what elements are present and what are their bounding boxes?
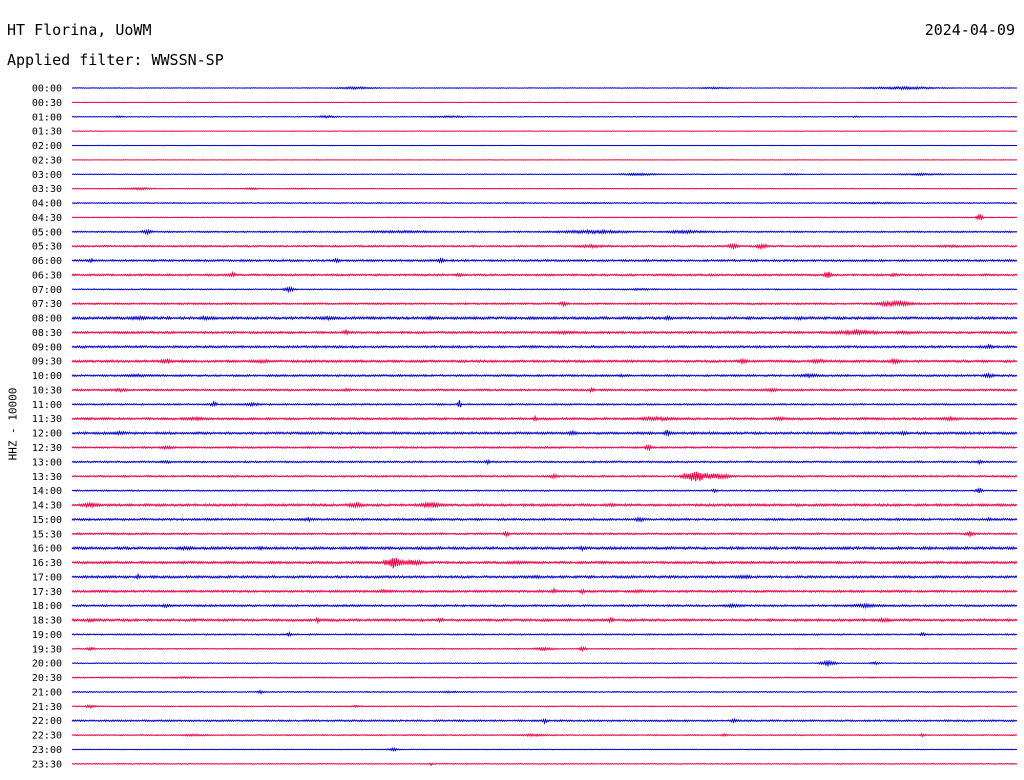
time-tick-label: 15:00 [32, 515, 62, 526]
time-tick-label: 18:00 [32, 601, 62, 612]
time-tick-label: 01:30 [32, 127, 62, 138]
date-label: 2024-04-09 [924, 21, 1015, 39]
time-tick-label: 19:30 [32, 644, 62, 655]
trace-line-1800 [71, 602, 1018, 610]
trace-line-1300 [71, 458, 1018, 466]
trace-line-2300 [71, 746, 1018, 753]
trace-line-1330 [71, 471, 1018, 482]
time-tick-label: 01:00 [32, 112, 62, 123]
time-tick-label: 11:30 [32, 414, 62, 425]
time-tick-label: 23:30 [32, 759, 62, 770]
trace-line-0300 [71, 172, 1018, 177]
trace-line-0900 [71, 343, 1018, 350]
trace-line-0430 [71, 213, 1018, 221]
time-tick-label: 03:00 [32, 170, 62, 181]
time-tick-label: 11:00 [32, 400, 62, 411]
trace-line-2200 [71, 717, 1018, 725]
time-tick-label: 17:00 [32, 572, 62, 583]
trace-line-0600 [71, 257, 1018, 264]
time-tick-label: 15:30 [32, 529, 62, 540]
time-tick-label: 08:00 [32, 314, 62, 325]
time-tick-label: 22:30 [32, 731, 62, 742]
time-tick-label: 18:30 [32, 616, 62, 627]
time-tick-label: 22:00 [32, 716, 62, 727]
trace-line-0100 [71, 114, 1018, 119]
trace-line-2130 [71, 704, 1018, 710]
time-tick-label: 10:30 [32, 385, 62, 396]
trace-line-0800 [71, 314, 1018, 322]
time-tick-label: 05:30 [32, 242, 62, 253]
time-tick-label: 04:00 [32, 199, 62, 210]
trace-line-1730 [71, 586, 1018, 595]
time-tick-label: 06:30 [32, 270, 62, 281]
trace-line-2230 [71, 732, 1018, 738]
trace-line-0330 [71, 186, 1018, 191]
time-tick-label: 07:00 [32, 285, 62, 296]
time-tick-label: 02:00 [32, 141, 62, 152]
time-tick-label: 16:30 [32, 558, 62, 569]
time-tick-label: 20:00 [32, 659, 62, 670]
station-title: HT Florina, UoWM [7, 21, 152, 39]
trace-line-1900 [71, 630, 1018, 638]
time-tick-label: 12:00 [32, 429, 62, 440]
trace-line-2100 [71, 689, 1018, 695]
trace-line-1400 [71, 487, 1018, 494]
time-tick-label: 07:30 [32, 299, 62, 310]
trace-line-1600 [71, 544, 1018, 553]
trace-line-1200 [71, 429, 1018, 438]
trace-line-1430 [71, 501, 1018, 509]
time-tick-label: 04:30 [32, 213, 62, 224]
trace-line-1930 [71, 645, 1018, 653]
time-tick-label: 19:00 [32, 630, 62, 641]
time-tick-label: 05:00 [32, 227, 62, 238]
trace-line-1830 [71, 616, 1018, 625]
trace-line-1100 [71, 400, 1018, 408]
time-tick-label: 21:00 [32, 687, 62, 698]
filter-label: Applied filter: WWSSN-SP [7, 51, 224, 69]
time-tick-label: 08:30 [32, 328, 62, 339]
time-tick-label: 14:30 [32, 501, 62, 512]
time-tick-label: 00:30 [32, 98, 62, 109]
time-tick-label: 03:30 [32, 184, 62, 195]
trace-line-0630 [71, 270, 1018, 278]
trace-line-0830 [71, 328, 1018, 337]
time-tick-label: 09:30 [32, 357, 62, 368]
time-tick-label: 02:30 [32, 155, 62, 166]
trace-line-0530 [71, 242, 1018, 251]
time-tick-label: 13:30 [32, 472, 62, 483]
time-tick-label: 20:30 [32, 673, 62, 684]
trace-line-2030 [71, 675, 1018, 680]
time-tick-label: 06:00 [32, 256, 62, 267]
time-tick-label: 00:00 [32, 84, 62, 95]
time-tick-label: 17:30 [32, 587, 62, 598]
time-tick-label: 12:30 [32, 443, 62, 454]
trace-line-1630 [71, 558, 1018, 569]
time-tick-label: 23:00 [32, 745, 62, 756]
trace-line-0730 [71, 299, 1018, 308]
time-tick-label: 14:00 [32, 486, 62, 497]
trace-line-1500 [71, 516, 1018, 523]
time-tick-label: 21:30 [32, 702, 62, 713]
time-tick-label: 13:00 [32, 457, 62, 468]
time-tick-label: 09:00 [32, 342, 62, 353]
trace-line-1000 [71, 371, 1018, 380]
trace-line-2330 [71, 762, 1018, 767]
trace-line-1130 [71, 414, 1018, 423]
trace-line-2000 [71, 659, 1018, 668]
trace-line-0700 [71, 285, 1018, 294]
trace-line-1030 [71, 386, 1018, 394]
time-tick-label: 16:00 [32, 544, 62, 555]
trace-line-0000 [71, 85, 1018, 91]
time-tick-label: 10:00 [32, 371, 62, 382]
trace-line-0500 [71, 228, 1018, 236]
trace-line-0400 [71, 201, 1018, 205]
trace-line-1700 [71, 572, 1018, 581]
trace-line-1230 [71, 444, 1018, 452]
trace-line-0930 [71, 357, 1018, 366]
trace-line-1530 [71, 530, 1018, 538]
